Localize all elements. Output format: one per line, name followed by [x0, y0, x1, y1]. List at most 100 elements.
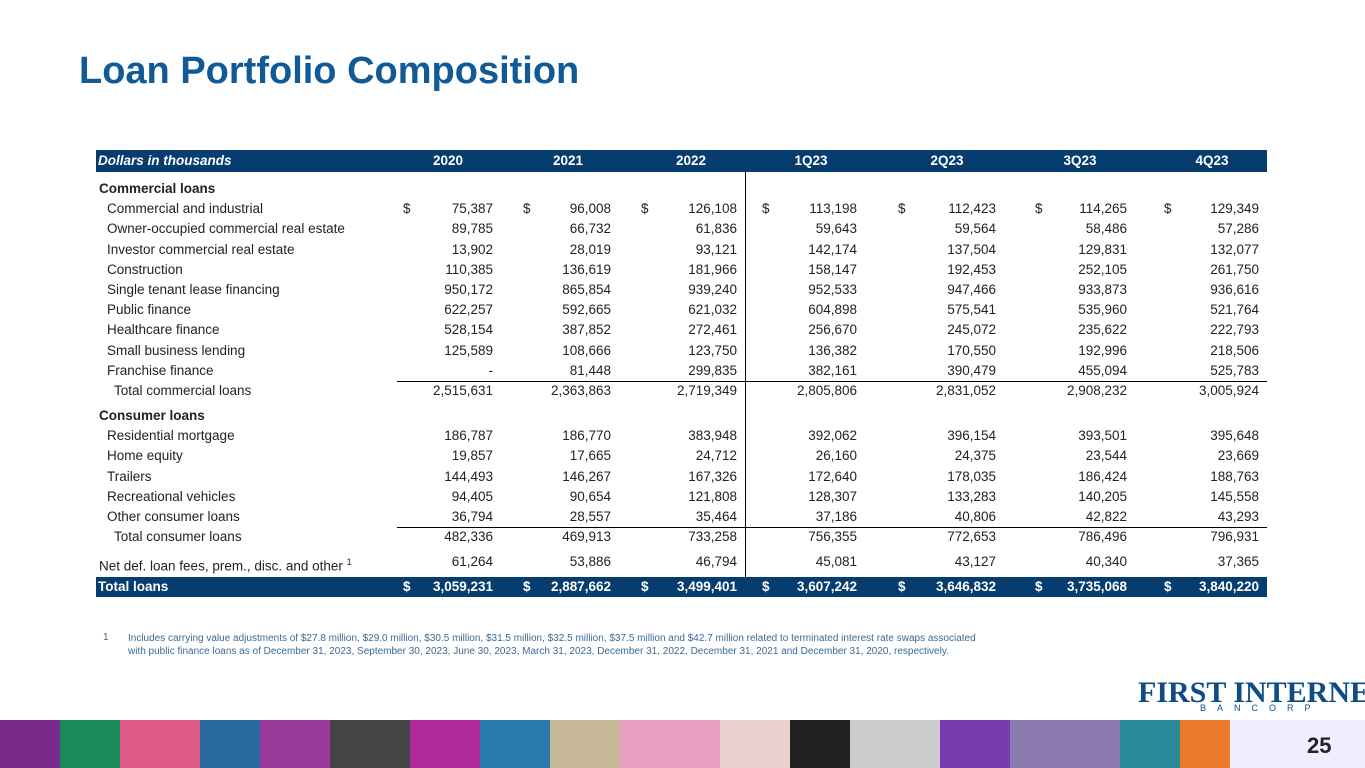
cell-value: 93,121 [695, 241, 737, 257]
cell-value: 390,479 [947, 362, 996, 378]
cell-value: 245,072 [947, 322, 996, 338]
cell-value: 45,081 [815, 554, 857, 570]
cell-value: 170,550 [947, 342, 996, 358]
cell-value: 2,363,863 [550, 383, 611, 398]
header-cell: 4Q23 [1195, 153, 1229, 168]
cell-value: 114,265 [1079, 201, 1127, 217]
row-label: Residential mortgage [107, 428, 235, 444]
cell-value: 146,267 [562, 468, 611, 484]
cell-value: - [488, 362, 494, 378]
header-cell: 2020 [432, 153, 464, 168]
cell-value: 604,898 [808, 302, 857, 318]
cell-value: 24,712 [695, 448, 737, 464]
cell-value: 2,719,349 [676, 383, 737, 398]
cell-value: 772,653 [947, 529, 996, 545]
cell-value: 110,385 [445, 261, 493, 277]
row-label: Construction [107, 261, 183, 277]
cell-value: 145,558 [1210, 488, 1259, 504]
row-label: Small business lending [107, 342, 246, 358]
cell-value: 13,902 [451, 241, 493, 257]
cell-value: 59,564 [954, 221, 996, 237]
cell-value: 96,008 [569, 201, 611, 217]
cell-value: 36,794 [451, 509, 493, 524]
row-label: Total consumer loans [114, 529, 242, 545]
cell-value: 43,127 [954, 554, 996, 570]
currency: $ [898, 201, 906, 217]
cell-value: 2,515,631 [432, 383, 493, 398]
currency: $ [1035, 579, 1043, 595]
cell-value: 178,035 [947, 468, 996, 484]
row-label: Trailers [107, 468, 152, 484]
cell-value: 535,960 [1078, 302, 1127, 318]
cell-value: 167,326 [688, 468, 737, 484]
cell-value: 66,732 [569, 221, 611, 237]
currency: $ [523, 201, 531, 217]
cell-value: 469,913 [562, 529, 611, 545]
cell-value: 252,105 [1078, 261, 1127, 277]
cell-value: 186,770 [562, 428, 611, 444]
cell-value: 192,453 [947, 261, 996, 277]
cell-value: 2,908,232 [1066, 383, 1127, 398]
cell-value: 3,840,220 [1198, 579, 1259, 595]
divider [745, 172, 746, 577]
cell-value: 125,589 [444, 342, 493, 358]
cell-value: 40,340 [1085, 554, 1127, 570]
section-heading: Consumer loans [99, 408, 205, 423]
cell-value: 395,648 [1210, 428, 1259, 444]
cell-value: 94,405 [451, 488, 493, 504]
row-label: Investor commercial real estate [107, 241, 295, 257]
cell-value: 129,349 [1210, 201, 1259, 217]
cell-value: 383,948 [688, 428, 737, 444]
cell-value: 575,541 [947, 302, 996, 318]
cell-value: 89,785 [451, 221, 493, 237]
cell-value: 933,873 [1078, 282, 1127, 297]
currency: $ [403, 201, 411, 217]
cell-value: 57,286 [1217, 221, 1259, 237]
footnote: Includes carrying value adjustments of $… [128, 633, 976, 657]
cell-value: 592,665 [562, 302, 611, 318]
currency: $ [641, 201, 649, 217]
cell-value: 113,198 [809, 201, 857, 217]
cell-value: 3,735,068 [1066, 579, 1127, 595]
cell-value: 393,501 [1078, 428, 1127, 444]
row-label: Commercial and industrial [107, 201, 264, 217]
total-bar [96, 577, 1267, 597]
cell-value: 865,854 [562, 282, 611, 297]
cell-value: 387,852 [562, 322, 611, 338]
cell-value: 786,496 [1078, 529, 1127, 545]
cell-value: 2,831,052 [935, 383, 996, 398]
cell-value: 58,486 [1085, 221, 1127, 237]
cell-value: 2,887,662 [550, 579, 611, 595]
cell-value: 939,240 [688, 282, 737, 297]
decor-strip [0, 720, 1365, 768]
header-cell: 3Q23 [1063, 153, 1097, 168]
cell-value: 132,077 [1210, 241, 1259, 257]
header-cell: 2021 [552, 153, 584, 168]
page-number: 25 [1307, 733, 1332, 758]
header-cell: 2Q23 [930, 153, 964, 168]
cell-value: 218,506 [1210, 342, 1259, 358]
logo: FIRST INTERNET [1138, 676, 1365, 709]
row-label: Recreational vehicles [107, 488, 236, 504]
cell-value: 3,499,401 [676, 579, 737, 595]
cell-value: 17,665 [569, 448, 611, 464]
row-label: Total loans [98, 579, 169, 595]
currency: $ [403, 579, 411, 595]
cell-value: 23,669 [1217, 448, 1259, 464]
cell-value: 2,805,806 [796, 383, 857, 398]
cell-value: 396,154 [947, 428, 996, 444]
cell-value: 482,336 [444, 529, 493, 545]
cell-value: 528,154 [444, 322, 493, 338]
cell-value: 128,307 [808, 488, 857, 504]
cell-value: 28,557 [569, 509, 611, 524]
cell-value: 35,464 [695, 509, 737, 524]
currency: $ [523, 579, 531, 595]
cell-value: 59,643 [815, 221, 857, 237]
note-marker: 1 [346, 557, 352, 568]
cell-value: 112,423 [948, 201, 996, 217]
cell-value: 42,822 [1085, 509, 1127, 524]
cell-value: 950,172 [444, 282, 493, 297]
cell-value: 61,836 [695, 221, 737, 237]
row-label: Total commercial loans [114, 383, 252, 398]
